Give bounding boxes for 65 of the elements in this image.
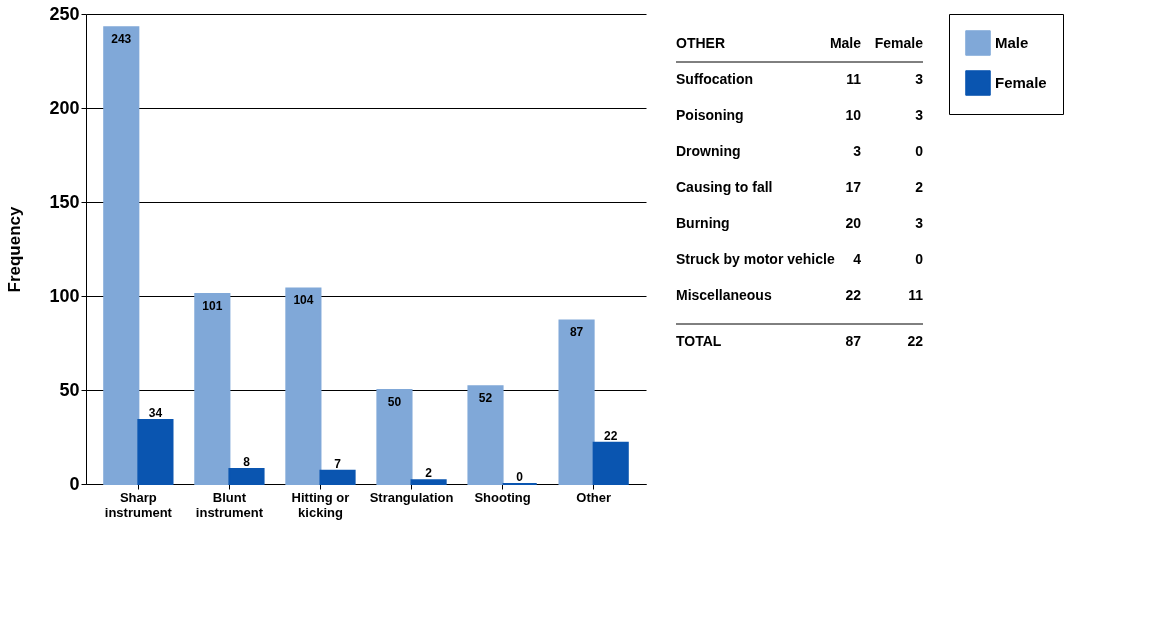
data-label: 243 — [111, 32, 132, 47]
y-tick-label: 100 — [49, 285, 80, 306]
y-axis-title: Frequency — [5, 205, 25, 293]
data-label: 22 — [604, 428, 618, 443]
y-tick-label: 50 — [59, 379, 80, 400]
data-label: 34 — [148, 406, 163, 421]
x-tick-label: Sharp instrument — [104, 489, 173, 520]
data-label: 52 — [478, 391, 493, 406]
y-tick-label: 200 — [49, 97, 80, 118]
data-label: 10 — [845, 107, 862, 123]
bar — [592, 441, 629, 485]
x-tick-label: Blunt instrument — [195, 489, 264, 520]
data-label: 3 — [915, 215, 924, 231]
data-label: 3 — [853, 143, 862, 159]
category-label: Burning — [676, 215, 730, 231]
data-label: 3 — [915, 107, 924, 123]
data-label: 3 — [915, 71, 924, 87]
bar — [285, 287, 322, 485]
category-label: Causing to fall — [676, 179, 773, 195]
data-label: 17 — [845, 179, 862, 195]
category-label: Suffocation — [676, 71, 753, 87]
bar — [376, 389, 413, 485]
data-label: 2 — [915, 179, 924, 195]
bar — [228, 467, 265, 485]
data-label: 11 — [846, 71, 862, 87]
data-label: 87 — [569, 325, 584, 340]
data-label: 104 — [293, 293, 314, 308]
legend-label: Female — [995, 74, 1047, 91]
data-label: 50 — [387, 395, 402, 409]
data-label: 8 — [243, 454, 251, 469]
x-tick-label: Shooting — [474, 489, 531, 505]
data-label: 0 — [915, 251, 924, 267]
legend-label: Male — [995, 34, 1029, 51]
data-label: 4 — [853, 251, 862, 267]
data-label: 101 — [202, 299, 223, 314]
data-label: 11 — [908, 287, 924, 303]
data-label: 7 — [334, 456, 342, 471]
bar — [137, 419, 174, 485]
data-label: 0 — [516, 470, 524, 484]
data-label: 22 — [907, 333, 924, 349]
x-tick-label: Strangulation — [369, 489, 454, 505]
text: Male — [829, 35, 862, 51]
category-label: Struck by motor vehicle — [676, 251, 835, 267]
category-label: TOTAL — [676, 333, 722, 349]
data-label: 20 — [845, 215, 862, 231]
text: Female — [874, 35, 924, 51]
bar — [103, 26, 140, 485]
category-label: Poisoning — [676, 107, 744, 123]
data-label: 0 — [915, 143, 924, 159]
data-label: 87 — [845, 333, 862, 349]
x-tick-label: Hitting or kicking — [291, 489, 350, 520]
category-label: Drowning — [676, 143, 741, 159]
category-label: Miscellaneous — [676, 287, 772, 303]
data-label: 2 — [425, 466, 433, 481]
bar — [194, 293, 231, 485]
y-tick-label: 250 — [49, 3, 80, 24]
text: OTHER — [676, 35, 725, 51]
y-tick-label: 150 — [49, 191, 80, 212]
bar — [467, 385, 504, 485]
bar — [558, 319, 595, 485]
bar — [319, 469, 356, 485]
bar — [410, 479, 447, 485]
data-label: 22 — [845, 287, 862, 303]
y-tick-label: 0 — [69, 473, 80, 494]
x-tick-label: Other — [576, 489, 611, 505]
